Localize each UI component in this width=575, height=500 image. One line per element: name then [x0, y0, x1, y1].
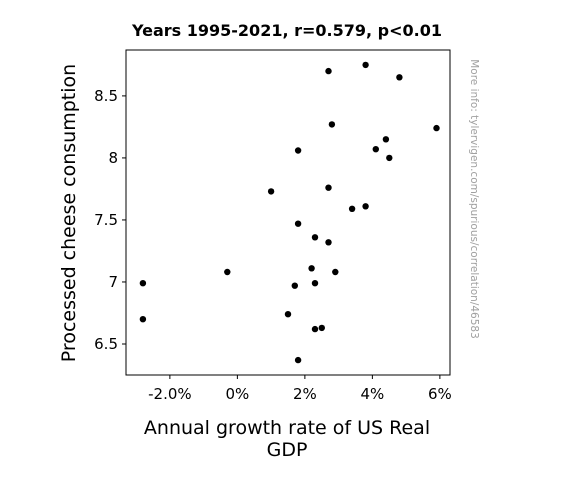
y-tick-label-1: 6.5	[94, 335, 118, 353]
data-point-14	[294, 220, 302, 227]
data-point-3	[396, 74, 403, 81]
data-point-6	[382, 136, 390, 143]
data-point-8	[294, 147, 302, 154]
data-point-13	[348, 205, 356, 212]
data-point-25	[318, 324, 325, 332]
data-point-5	[433, 124, 440, 132]
y-tick-label-3: 7.5	[94, 211, 118, 229]
x-tick-label-4: 4%	[360, 385, 384, 403]
data-point-11	[267, 188, 275, 195]
data-point-10	[325, 184, 332, 191]
data-points	[139, 61, 440, 364]
plot-frame	[125, 49, 451, 376]
y-tick-label-5: 8.5	[94, 87, 118, 105]
y-axis-ticks: 6.5 7 7.5 8 8.5	[94, 87, 126, 353]
y-axis-label: Processed cheese consumption	[58, 64, 80, 362]
x-axis-label-line-2: GDP	[267, 439, 308, 461]
data-point-20	[139, 280, 147, 287]
data-point-23	[284, 311, 292, 318]
data-point-21	[311, 280, 319, 287]
data-point-2	[362, 61, 369, 69]
data-point-22	[291, 282, 298, 289]
data-point-4	[328, 121, 336, 128]
data-point-26	[311, 325, 319, 333]
x-tick-label-5: 6%	[428, 385, 452, 403]
x-axis-ticks: -2.0% 0% 2% 4% 6%	[148, 375, 452, 403]
y-tick-label-2: 7	[108, 273, 118, 291]
data-point-12	[362, 203, 369, 210]
chart-title: Years 1995-2021, r=0.579, p<0.01	[131, 21, 442, 40]
data-point-15	[311, 234, 319, 241]
data-point-24	[139, 316, 147, 323]
data-point-9	[386, 154, 393, 162]
x-tick-label-3: 2%	[293, 385, 317, 403]
data-point-19	[224, 268, 231, 276]
data-point-17	[308, 265, 315, 272]
data-point-16	[325, 239, 332, 246]
watermark-text: More info: tylervigen.com/spurious/corre…	[468, 59, 480, 339]
x-tick-label-1: -2.0%	[148, 385, 192, 403]
x-tick-label-2: 0%	[225, 385, 249, 403]
data-point-1	[325, 67, 332, 75]
y-tick-label-4: 8	[108, 149, 118, 167]
data-point-7	[372, 146, 379, 153]
x-axis-label-line-1: Annual growth rate of US Real	[144, 417, 430, 439]
data-point-18	[332, 268, 339, 276]
data-point-27	[294, 356, 302, 364]
